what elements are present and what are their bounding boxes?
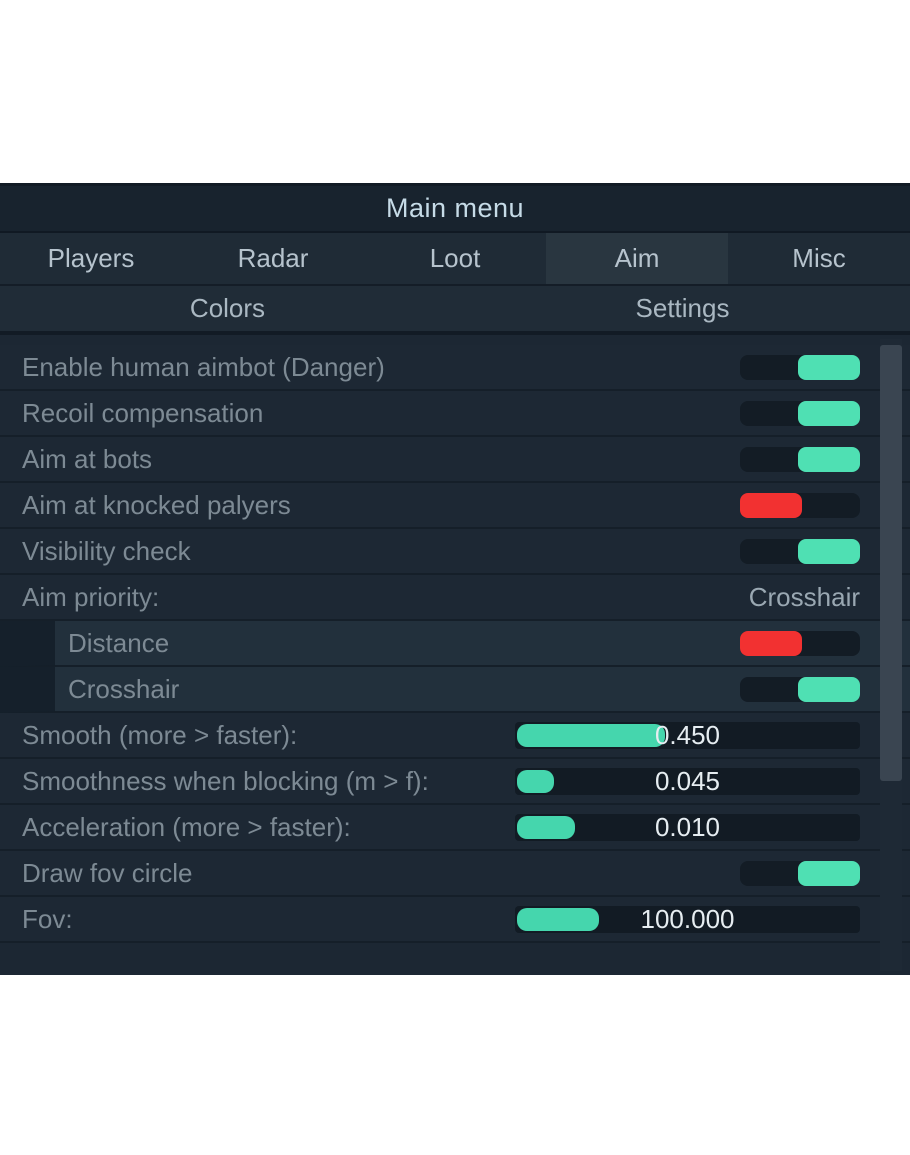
- setting-label: Enable human aimbot (Danger): [22, 351, 385, 382]
- setting-label: Crosshair: [68, 673, 180, 704]
- slider-fov[interactable]: 100.000: [515, 903, 860, 934]
- subtab-settings[interactable]: Settings: [635, 293, 730, 323]
- toggle-knob: [798, 538, 860, 564]
- setting-label: Visibility check: [22, 535, 191, 566]
- slider-fill: [517, 769, 555, 793]
- toggle-knob: [740, 630, 802, 656]
- settings-list: Enable human aimbot (Danger) Recoil comp…: [0, 335, 910, 975]
- title-bar[interactable]: Main menu: [0, 183, 910, 233]
- slider-value: 0.450: [654, 719, 721, 750]
- toggle-recoil-compensation[interactable]: [740, 400, 860, 426]
- row-acceleration: Acceleration (more > faster): 0.010: [0, 805, 910, 851]
- row-priority-crosshair: Crosshair: [0, 667, 910, 713]
- subtab-colors[interactable]: Colors: [189, 293, 266, 323]
- toggle-knob: [798, 400, 860, 426]
- setting-label: Distance: [68, 627, 170, 658]
- setting-label: Draw fov circle: [22, 857, 193, 888]
- window-title: Main menu: [385, 193, 525, 223]
- setting-label: Smooth (more > faster):: [22, 719, 298, 750]
- tab-players[interactable]: Players: [47, 243, 135, 273]
- tab-misc[interactable]: Misc: [792, 243, 846, 273]
- toggle-enable-human-aimbot[interactable]: [740, 354, 860, 380]
- toggle-knob: [798, 354, 860, 380]
- row-recoil-compensation: Recoil compensation: [0, 391, 910, 437]
- slider-value: 100.000: [640, 903, 735, 934]
- tab-aim[interactable]: Aim: [546, 233, 728, 284]
- toggle-knob: [798, 676, 860, 702]
- row-visibility-check: Visibility check: [0, 529, 910, 575]
- toggle-visibility-check[interactable]: [740, 538, 860, 564]
- toggle-knob: [740, 492, 802, 518]
- toggle-priority-distance[interactable]: [740, 630, 860, 656]
- slider-smooth[interactable]: 0.450: [515, 719, 860, 750]
- slider-value: 0.045: [654, 765, 721, 796]
- toggle-aim-at-knocked-players[interactable]: [740, 492, 860, 518]
- setting-label: Recoil compensation: [22, 397, 264, 428]
- setting-label: Acceleration (more > faster):: [22, 811, 351, 842]
- setting-label: Aim at knocked palyers: [22, 489, 291, 520]
- setting-label: Aim at bots: [22, 443, 153, 474]
- aim-priority-value[interactable]: Crosshair: [748, 581, 860, 612]
- tab-bar: Players Radar Loot Aim Misc: [0, 233, 910, 286]
- main-menu-window: Main menu Players Radar Loot Aim Misc Co…: [0, 183, 910, 975]
- row-aim-at-bots: Aim at bots: [0, 437, 910, 483]
- row-enable-human-aimbot: Enable human aimbot (Danger): [0, 345, 910, 391]
- scrollbar-thumb[interactable]: [880, 345, 902, 782]
- slider-value: 0.010: [654, 811, 721, 842]
- row-smooth: Smooth (more > faster): 0.450: [0, 713, 910, 759]
- tab-loot[interactable]: Loot: [429, 243, 481, 273]
- slider-fill: [517, 723, 665, 747]
- toggle-draw-fov-circle[interactable]: [740, 860, 860, 886]
- subtab-bar: Colors Settings: [0, 286, 910, 335]
- row-fov: Fov: 100.000: [0, 897, 910, 943]
- setting-label: Fov:: [22, 903, 73, 934]
- slider-smoothness-blocking[interactable]: 0.045: [515, 765, 860, 796]
- slider-fill: [517, 815, 576, 839]
- toggle-priority-crosshair[interactable]: [740, 676, 860, 702]
- toggle-knob: [798, 860, 860, 886]
- slider-acceleration[interactable]: 0.010: [515, 811, 860, 842]
- row-aim-priority: Aim priority: Crosshair: [0, 575, 910, 621]
- slider-fill: [517, 907, 600, 931]
- row-priority-distance: Distance: [0, 621, 910, 667]
- row-draw-fov-circle: Draw fov circle: [0, 851, 910, 897]
- setting-label: Aim priority:: [22, 581, 160, 612]
- row-smoothness-blocking: Smoothness when blocking (m > f): 0.045: [0, 759, 910, 805]
- row-aim-at-knocked-players: Aim at knocked palyers: [0, 483, 910, 529]
- scrollbar[interactable]: [880, 339, 902, 971]
- toggle-knob: [798, 446, 860, 472]
- setting-label: Smoothness when blocking (m > f):: [22, 765, 429, 796]
- tab-radar[interactable]: Radar: [237, 243, 309, 273]
- toggle-aim-at-bots[interactable]: [740, 446, 860, 472]
